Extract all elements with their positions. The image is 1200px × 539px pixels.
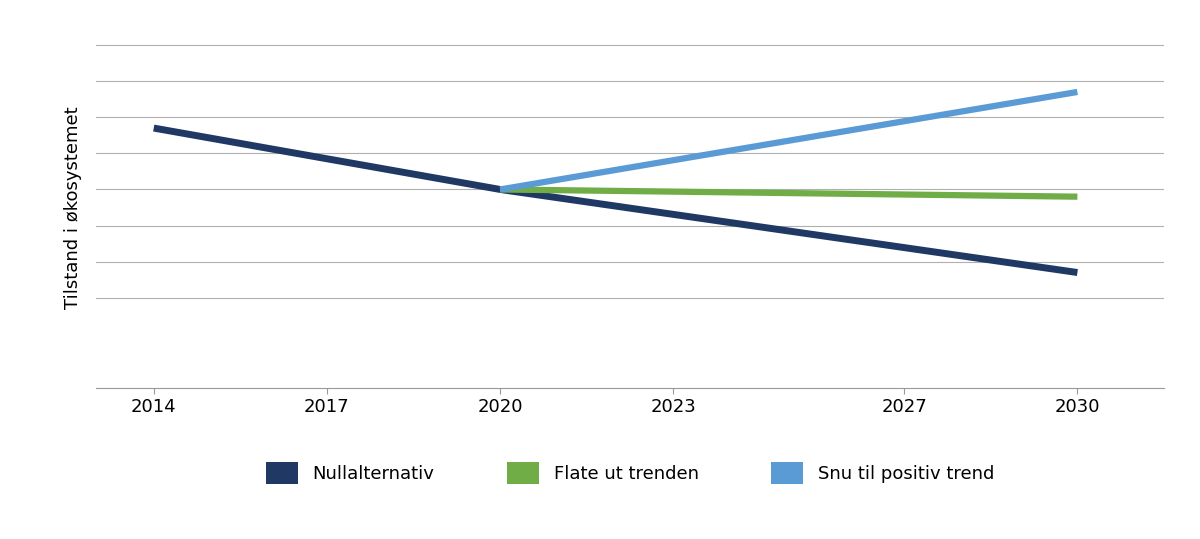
Legend: Nullalternativ, Flate ut trenden, Snu til positiv trend: Nullalternativ, Flate ut trenden, Snu ti… xyxy=(265,462,995,484)
Y-axis label: Tilstand i økosystemet: Tilstand i økosystemet xyxy=(64,106,82,309)
